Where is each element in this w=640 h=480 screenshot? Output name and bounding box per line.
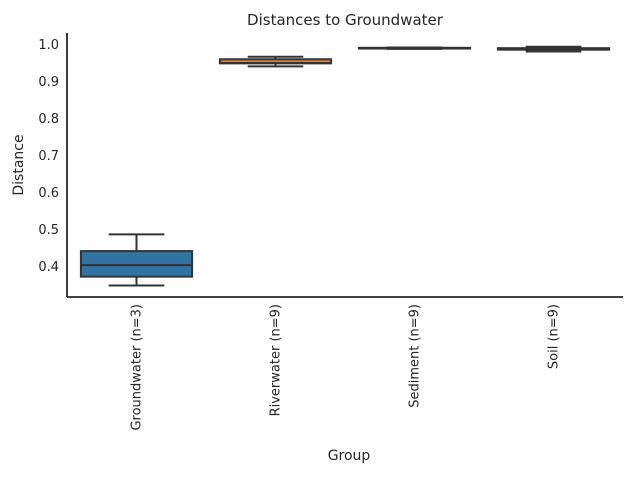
y-tick-label: 0.7 [38, 149, 59, 164]
box-group-1 [79, 233, 194, 287]
y-tick-label: 0.4 [38, 260, 59, 275]
box-group-2 [218, 55, 333, 68]
chart-title: Distances to Groundwater [247, 11, 444, 29]
x-tick-label: Riverwater (n=9) [269, 304, 284, 416]
x-tick-label: Soil (n=9) [547, 304, 562, 369]
box-group-4 [496, 45, 611, 53]
x-tick-label: Groundwater (n=3) [130, 304, 145, 431]
x-tick-label: Sediment (n=9) [408, 304, 423, 408]
box-group-3 [357, 46, 472, 50]
y-tick-label: 0.8 [38, 112, 59, 127]
plot-area: 1.0 0.9 0.8 0.7 0.6 0.5 0.4 Groundwater (n=3) Ri… [38, 33, 623, 431]
y-tick-label: 0.6 [38, 186, 59, 201]
box-rect [79, 250, 194, 278]
x-axis-label: Group [328, 448, 371, 464]
y-axis-label: Distance [11, 134, 27, 195]
y-tick-label: 0.9 [38, 75, 59, 90]
y-tick-label: 0.5 [38, 223, 59, 238]
y-tick-label: 1.0 [38, 38, 59, 53]
